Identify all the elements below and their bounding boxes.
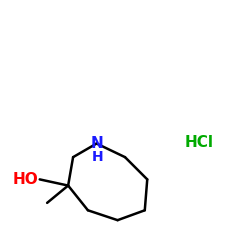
Text: N: N <box>90 136 103 151</box>
Text: HO: HO <box>13 172 38 187</box>
Text: H: H <box>92 150 104 164</box>
Text: HCl: HCl <box>185 135 214 150</box>
